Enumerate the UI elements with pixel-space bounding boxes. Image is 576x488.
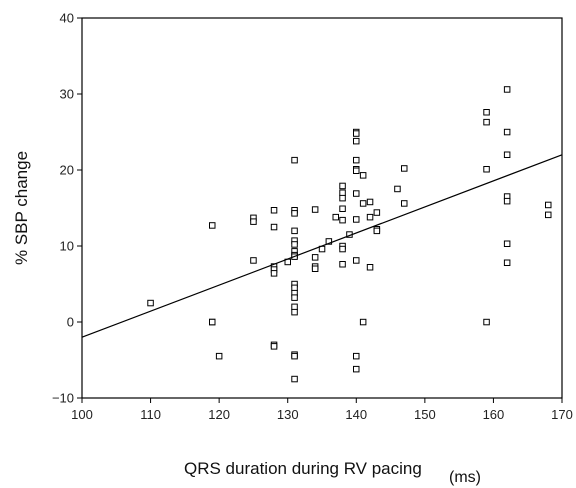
x-tick-label: 130 xyxy=(277,407,299,422)
data-point xyxy=(270,343,278,350)
data-point xyxy=(339,194,346,202)
data-point xyxy=(311,206,319,213)
y-tick-label: 10 xyxy=(60,239,74,254)
data-point xyxy=(291,210,298,217)
data-point xyxy=(353,156,360,164)
y-axis: −10 0 10 20 30 40 xyxy=(52,11,82,406)
data-point xyxy=(291,227,298,235)
data-point xyxy=(359,172,367,179)
data-point xyxy=(503,259,511,266)
data-point xyxy=(339,189,346,196)
x-tick-label: 120 xyxy=(208,407,230,422)
data-point xyxy=(353,216,360,223)
data-point xyxy=(270,207,278,214)
data-point xyxy=(545,211,552,219)
y-tick-label: −10 xyxy=(52,391,74,406)
x-axis-title: QRS duration during RV pacing xyxy=(184,459,422,478)
data-point xyxy=(209,222,216,229)
data-point xyxy=(401,165,408,172)
x-tick-label: 160 xyxy=(483,407,505,422)
data-point xyxy=(250,218,257,225)
data-point xyxy=(291,375,298,383)
data-point xyxy=(401,200,408,207)
data-point xyxy=(503,197,511,205)
data-point xyxy=(483,166,490,173)
data-point xyxy=(325,238,333,245)
data-point xyxy=(332,213,339,221)
data-point xyxy=(483,118,490,126)
data-point xyxy=(394,185,401,193)
data-point xyxy=(353,190,360,197)
data-point xyxy=(291,284,298,292)
data-point xyxy=(503,240,511,247)
data-point xyxy=(147,299,154,307)
regression-line xyxy=(81,154,563,338)
data-points xyxy=(147,86,552,383)
data-point xyxy=(483,318,490,326)
data-point xyxy=(311,254,319,261)
x-tick-label: 170 xyxy=(551,407,573,422)
data-point xyxy=(545,201,552,209)
data-point xyxy=(291,241,298,248)
data-point xyxy=(353,137,360,145)
data-point xyxy=(215,352,223,360)
data-point xyxy=(373,209,381,216)
data-point xyxy=(339,182,346,190)
data-point xyxy=(503,86,511,93)
data-point xyxy=(250,257,257,264)
x-tick-label: 140 xyxy=(345,407,367,422)
data-point xyxy=(353,352,360,360)
data-point xyxy=(291,294,298,301)
data-point xyxy=(366,198,374,206)
data-point xyxy=(209,318,216,326)
data-point xyxy=(339,216,346,224)
y-tick-label: 0 xyxy=(67,315,74,330)
y-tick-label: 20 xyxy=(60,163,74,178)
data-point xyxy=(339,205,346,212)
data-point xyxy=(291,352,298,360)
data-point xyxy=(373,227,381,235)
x-axis-unit: (ms) xyxy=(449,469,481,486)
y-tick-label: 40 xyxy=(60,11,74,26)
data-point xyxy=(483,109,490,116)
data-point xyxy=(366,264,374,271)
data-point xyxy=(270,270,278,277)
data-point xyxy=(270,223,278,231)
data-point xyxy=(366,213,374,221)
plot-area-frame xyxy=(81,17,563,399)
data-point xyxy=(339,245,346,253)
data-point xyxy=(353,167,360,174)
data-point xyxy=(291,156,298,164)
x-tick-label: 110 xyxy=(140,407,161,422)
data-point xyxy=(503,151,511,158)
data-point xyxy=(291,303,298,311)
data-point xyxy=(503,128,511,136)
y-tick-label: 30 xyxy=(60,87,74,102)
data-point xyxy=(291,308,298,316)
x-tick-label: 150 xyxy=(414,407,436,422)
data-point xyxy=(353,365,360,373)
data-point xyxy=(353,257,360,264)
x-axis: 100 110 120 130 140 150 160 170 xyxy=(71,398,573,422)
x-tick-label: 100 xyxy=(71,407,93,422)
data-point xyxy=(359,200,367,207)
y-axis-title: % SBP change xyxy=(12,151,31,265)
data-point xyxy=(311,265,319,272)
data-point xyxy=(339,261,346,268)
data-point xyxy=(353,130,360,137)
data-point xyxy=(359,318,367,326)
